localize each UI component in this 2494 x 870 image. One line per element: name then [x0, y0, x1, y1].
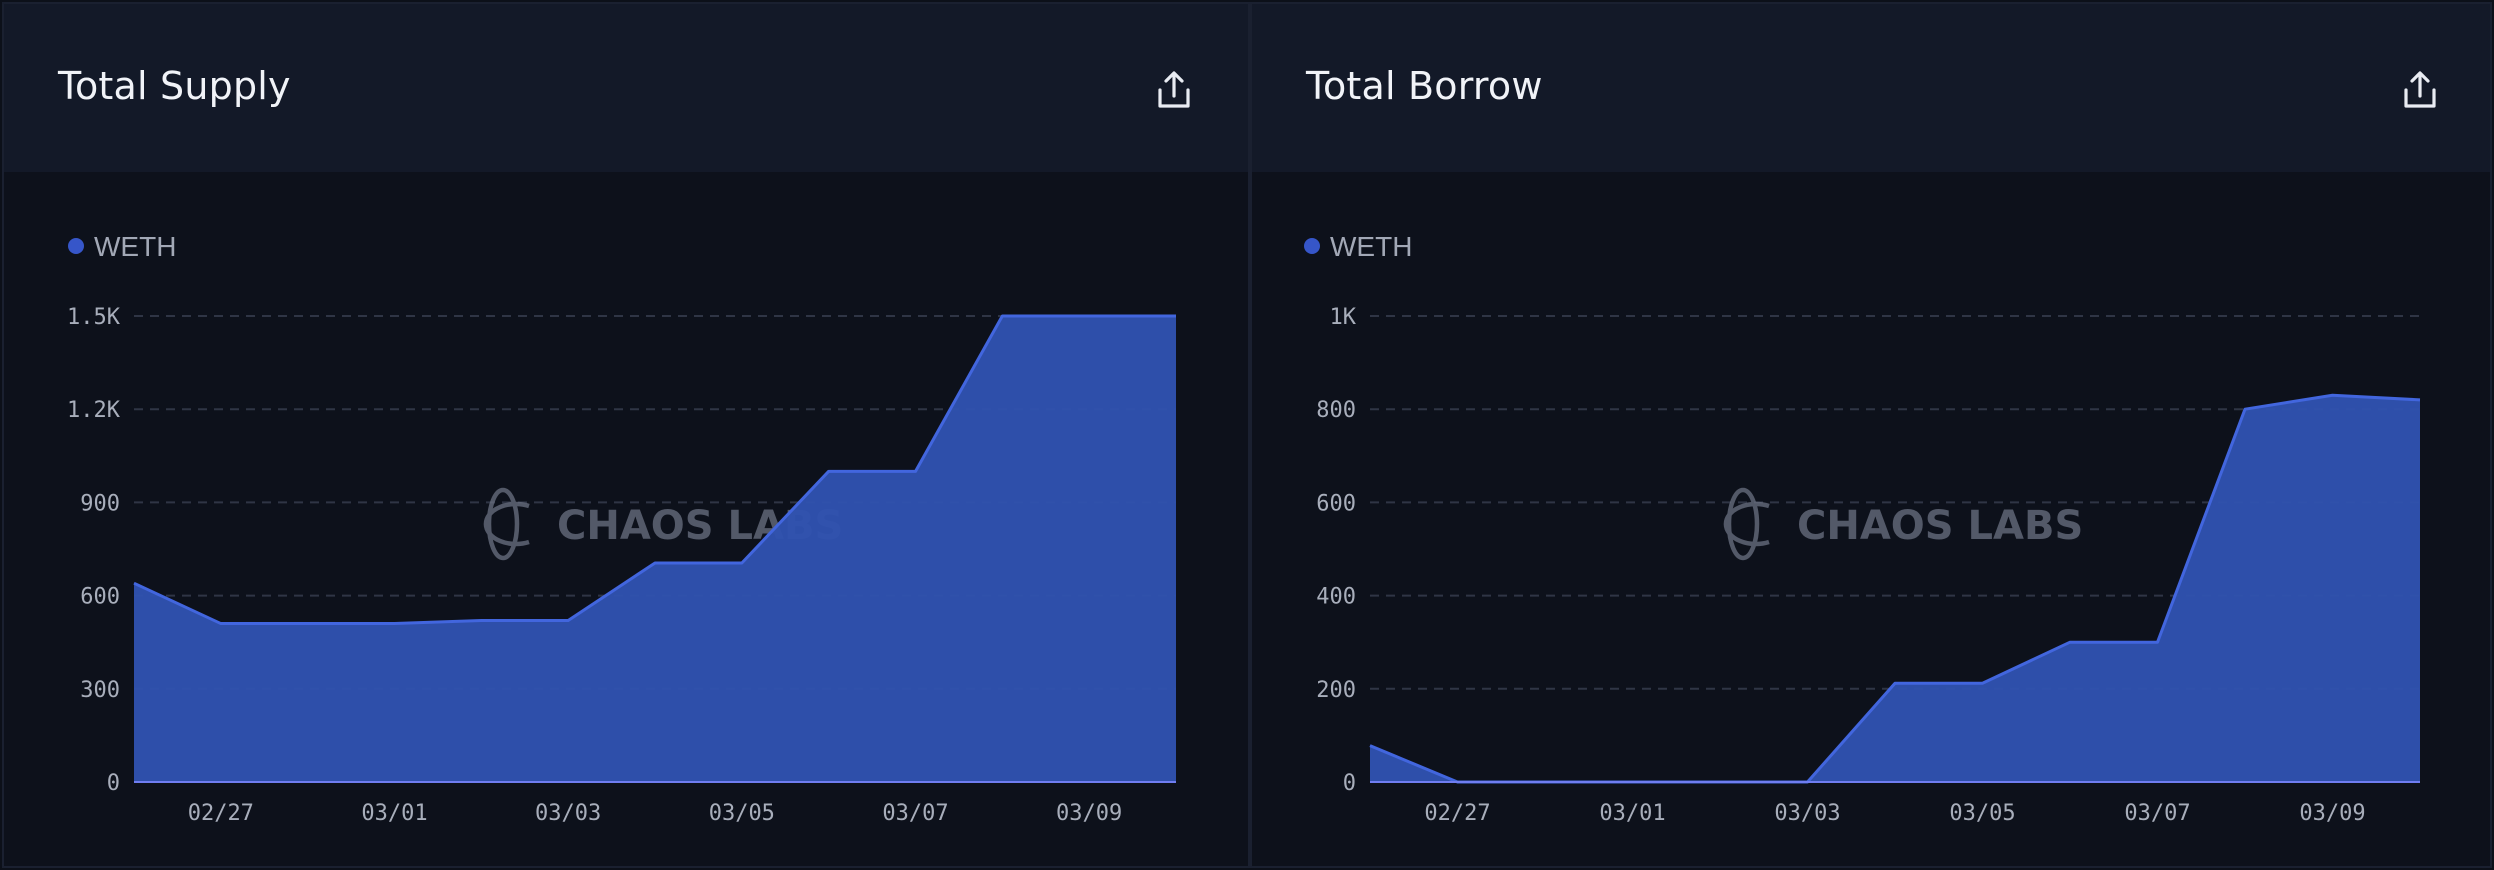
- data-point[interactable]: [2417, 397, 2423, 403]
- data-point[interactable]: [739, 560, 745, 566]
- y-tick-label: 800: [1316, 398, 1356, 423]
- chaos-labs-logo-icon: [483, 487, 530, 561]
- series-line-weth: [133, 314, 1176, 626]
- x-tick-label: 02/27: [1424, 801, 1490, 826]
- data-point[interactable]: [2330, 392, 2336, 398]
- panel-header: Total Supply: [4, 4, 1248, 172]
- total-borrow-panel: Total Borrow WETH 0 200 400 600 800 1K CHAOS LA…: [1250, 2, 2492, 868]
- data-point[interactable]: [2155, 639, 2161, 645]
- data-point[interactable]: [2242, 406, 2248, 412]
- x-tick-label: 03/05: [709, 801, 775, 826]
- data-point[interactable]: [305, 621, 311, 627]
- x-tick-label: 03/09: [2299, 801, 2365, 826]
- panel-title: Total Supply: [58, 64, 291, 108]
- y-tick-label: 0: [107, 771, 120, 796]
- y-tick-label: 400: [1316, 585, 1356, 610]
- watermark-text: CHAOS LABS: [1797, 503, 2083, 549]
- x-tick-label: 02/27: [188, 801, 254, 826]
- series-area-weth: [134, 316, 1176, 782]
- data-point[interactable]: [1892, 680, 1898, 686]
- data-point[interactable]: [1173, 313, 1179, 319]
- x-tick-label: 03/01: [361, 801, 427, 826]
- y-tick-label: 1K: [1330, 305, 1357, 330]
- total-supply-panel: Total Supply WETH 0 300 600 900 1.2K 1.5K CHAOS…: [2, 2, 1250, 868]
- y-tick-label: 900: [80, 491, 120, 516]
- y-tick-label: 200: [1316, 678, 1356, 703]
- y-tick-label: 300: [80, 678, 120, 703]
- chaos-labs-logo-icon: [1723, 487, 1770, 561]
- y-tick-label: 1.5K: [67, 305, 121, 330]
- data-point[interactable]: [1367, 743, 1373, 749]
- y-tick-label: 1.2K: [67, 398, 121, 423]
- data-point[interactable]: [652, 560, 658, 566]
- chaos-labs-watermark: CHAOS LABS: [1723, 487, 2083, 561]
- data-point[interactable]: [999, 313, 1005, 319]
- data-point[interactable]: [1086, 313, 1092, 319]
- y-tick-label: 600: [1316, 491, 1356, 516]
- data-point[interactable]: [392, 621, 398, 627]
- x-tick-label: 03/09: [1056, 801, 1122, 826]
- panel-header: Total Borrow: [1252, 4, 2490, 172]
- data-point[interactable]: [826, 468, 832, 474]
- share-export-icon[interactable]: [1150, 66, 1198, 114]
- data-point[interactable]: [131, 580, 137, 586]
- legend-label: WETH: [1330, 231, 1412, 262]
- x-tick-label: 03/01: [1599, 801, 1665, 826]
- x-tick-label: 03/03: [535, 801, 601, 826]
- legend-item[interactable]: WETH: [68, 231, 176, 262]
- legend-marker: [1304, 238, 1320, 254]
- total-borrow-chart: WETH 0 200 400 600 800 1K CHAOS LABS 02/27 03/01 0…: [1304, 231, 2423, 826]
- panel-title: Total Borrow: [1306, 64, 1543, 108]
- legend-item[interactable]: WETH: [1304, 231, 1412, 262]
- y-tick-label: 0: [1343, 771, 1356, 796]
- legend-label: WETH: [94, 231, 176, 262]
- data-point[interactable]: [565, 617, 571, 623]
- data-point[interactable]: [2067, 639, 2073, 645]
- data-point[interactable]: [1980, 680, 1986, 686]
- data-point[interactable]: [218, 621, 224, 627]
- data-point[interactable]: [913, 468, 919, 474]
- y-tick-label: 600: [80, 585, 120, 610]
- x-tick-label: 03/03: [1774, 801, 1840, 826]
- share-export-icon[interactable]: [2396, 66, 2444, 114]
- x-tick-label: 03/05: [1949, 801, 2015, 826]
- legend-marker: [68, 238, 84, 254]
- data-point[interactable]: [478, 617, 484, 623]
- x-tick-label: 03/07: [2124, 801, 2190, 826]
- x-tick-label: 03/07: [882, 801, 948, 826]
- series-area-weth: [1370, 395, 2420, 782]
